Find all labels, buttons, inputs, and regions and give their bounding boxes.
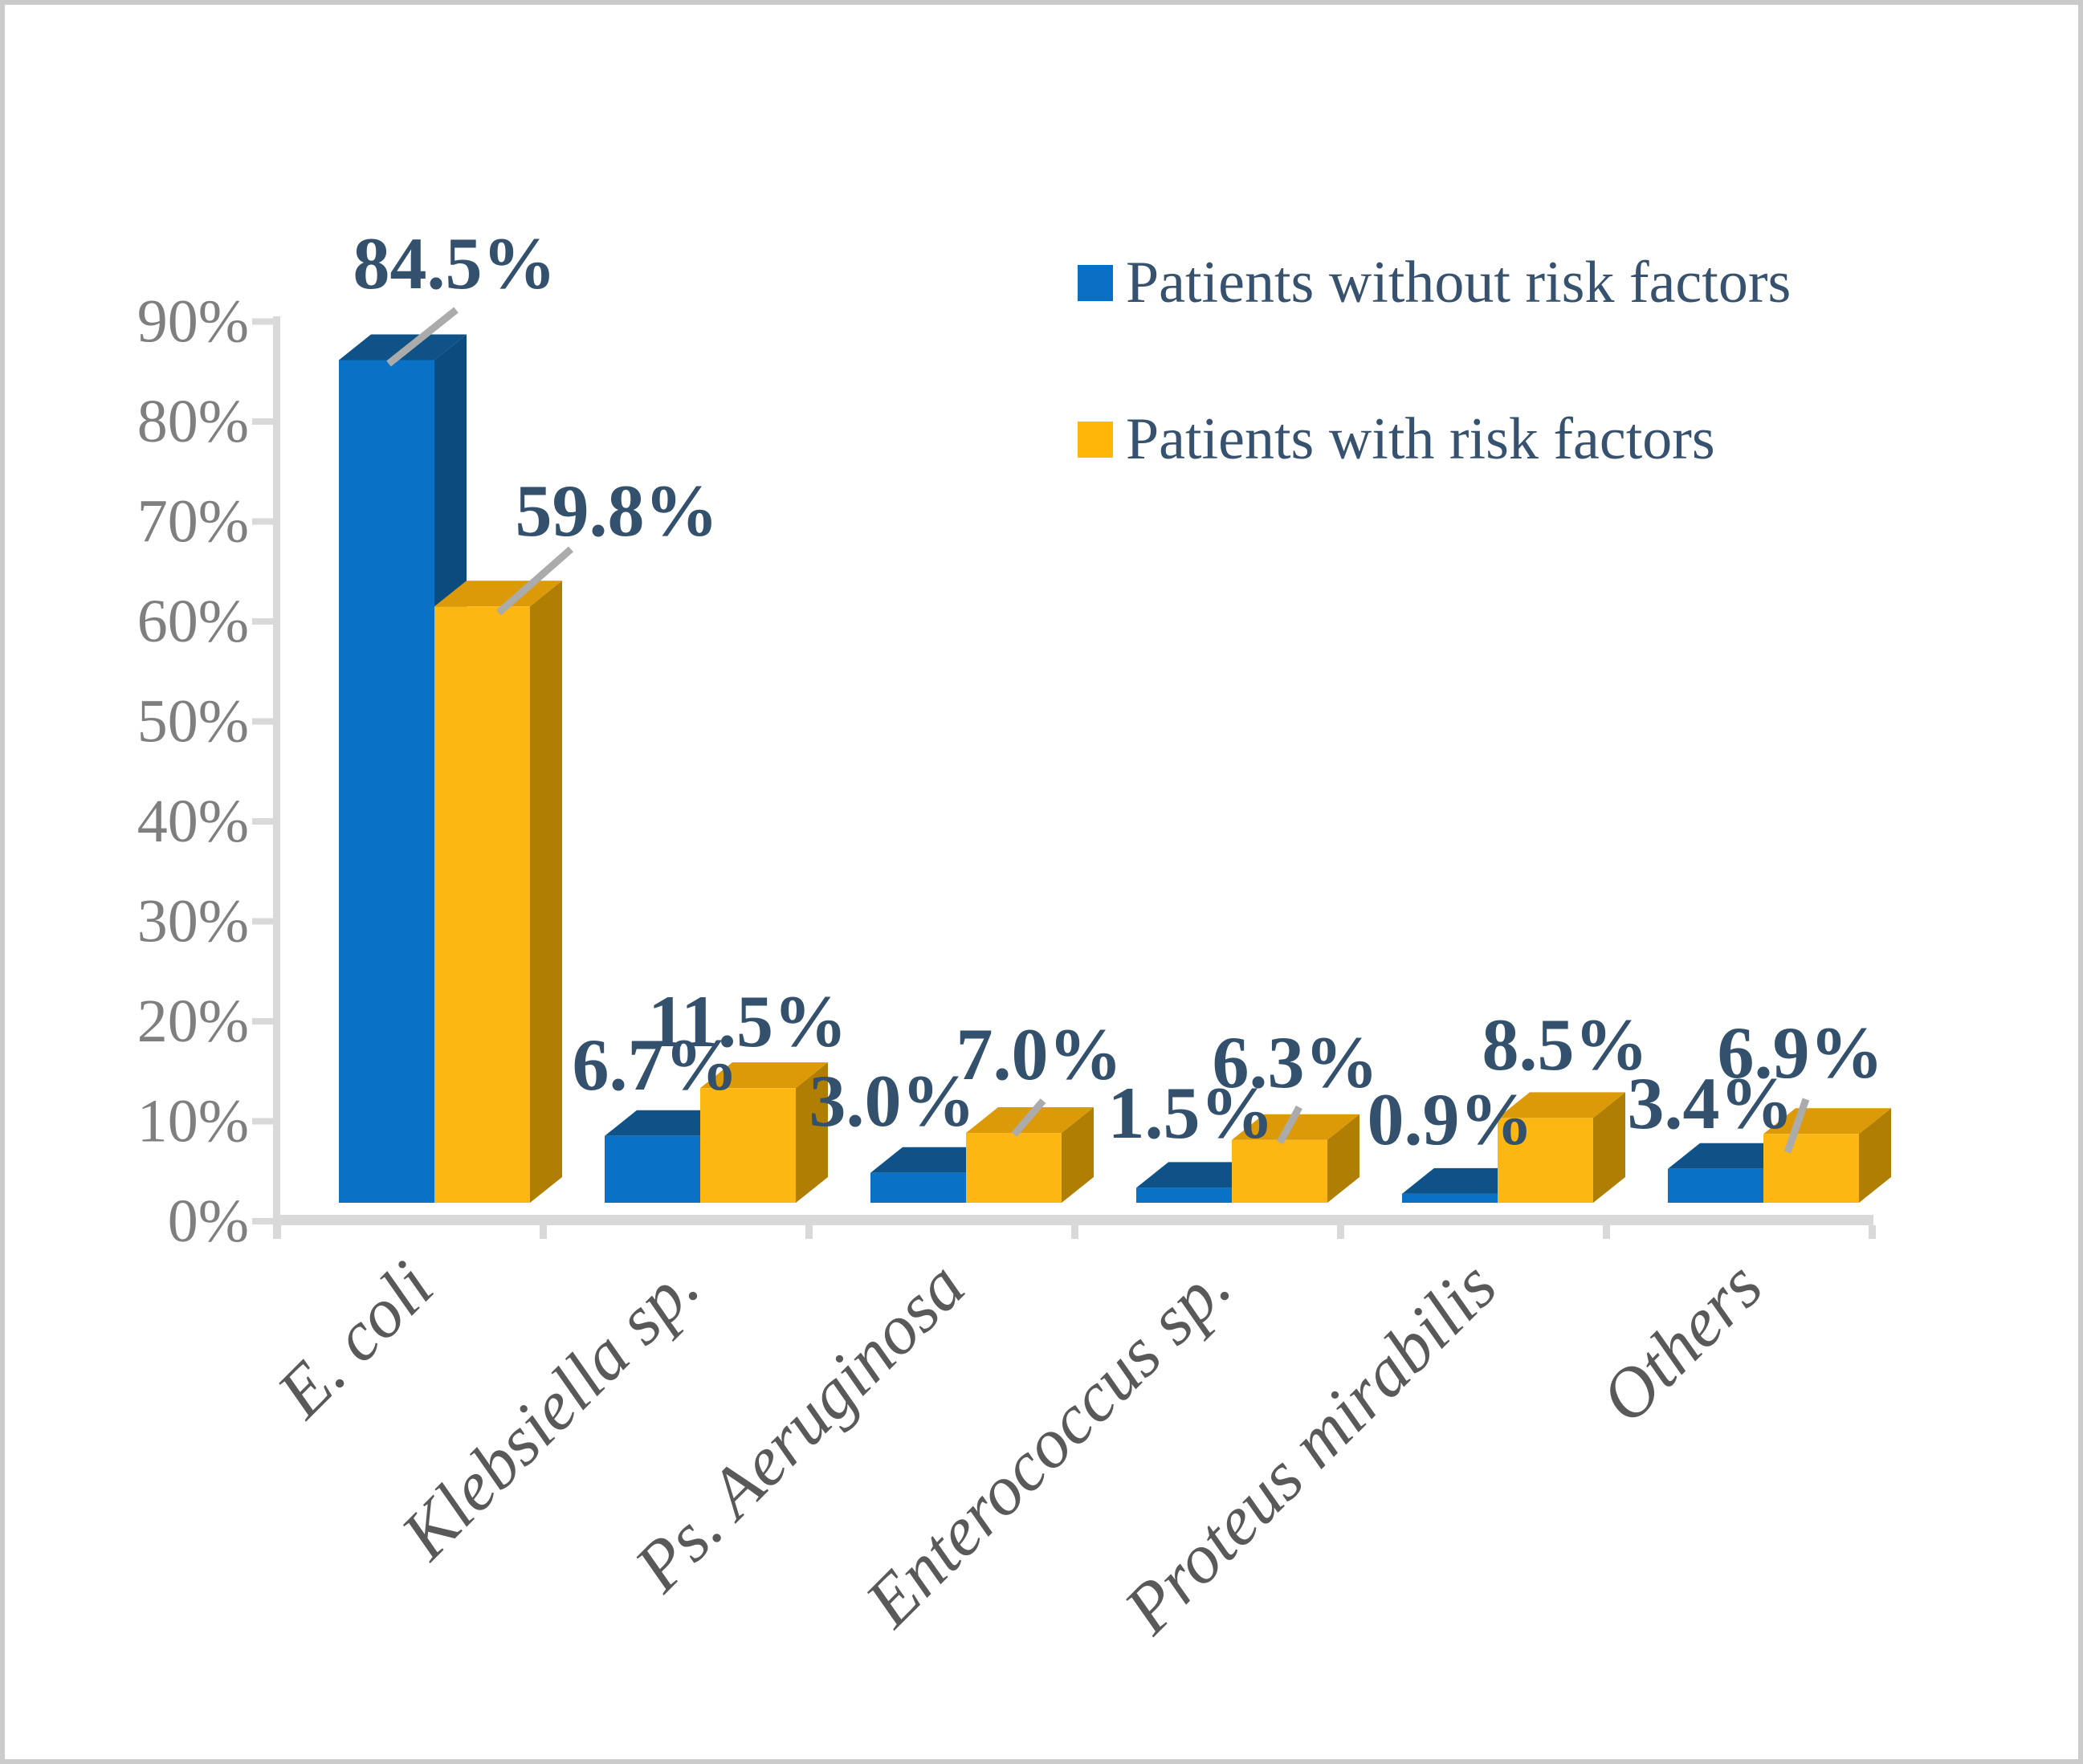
y-axis-tick <box>252 418 273 425</box>
y-axis-tick <box>252 718 273 725</box>
x-axis-category-label: Others <box>1586 1247 1777 1438</box>
bar-with-risk <box>1232 1139 1327 1203</box>
y-axis-tick <box>252 518 273 525</box>
data-label: 59.8% <box>516 470 719 552</box>
data-label-leader-line <box>1277 1105 1302 1145</box>
x-axis-tick <box>1337 1225 1344 1239</box>
y-axis-tick-label: 60% <box>137 588 249 655</box>
bar-without-risk <box>870 1172 966 1203</box>
bar-without-risk <box>339 360 434 1203</box>
legend-swatch-without-risk-factors <box>1078 264 1113 301</box>
y-axis-tick-label: 90% <box>137 288 249 356</box>
data-label-leader-line <box>386 307 459 367</box>
data-label: 84.5% <box>353 222 556 304</box>
bar-with-risk <box>434 606 530 1203</box>
data-label-leader-line <box>1011 1098 1046 1137</box>
y-axis-tick-label: 10% <box>137 1088 249 1155</box>
bar-without-risk <box>1668 1168 1763 1203</box>
bar-without-risk <box>1402 1193 1498 1203</box>
y-axis-tick <box>252 818 273 825</box>
y-axis-tick <box>252 1118 273 1125</box>
x-axis-tick <box>1869 1225 1876 1239</box>
data-label-leader-line <box>496 546 573 616</box>
x-axis-floor <box>273 1215 1873 1225</box>
data-label: 6.7% <box>573 1024 739 1106</box>
y-axis-tick <box>252 318 273 325</box>
x-axis-tick <box>805 1225 813 1239</box>
bar-top-face <box>339 334 467 361</box>
x-axis-tick <box>540 1225 547 1239</box>
legend-label-without-risk-factors: Patients without risk factors <box>1126 250 1792 316</box>
y-axis-tick-label: 70% <box>137 488 249 556</box>
y-axis-tick <box>252 1218 273 1224</box>
bar-side-face <box>1062 1107 1094 1203</box>
x-axis-tick <box>1603 1225 1610 1239</box>
data-label: 6.3% <box>1213 1021 1379 1103</box>
bar-with-risk <box>966 1133 1062 1203</box>
bar-top-face <box>700 1062 828 1089</box>
bar-side-face <box>1859 1108 1891 1203</box>
bar-chart: 0% 10% 20% 30% 40% 50% 60% 70% 80% 90% 84.5% 6.7% 3.… <box>137 222 1891 1649</box>
chart-legend: Patients without risk factors Patients w… <box>1078 246 1791 476</box>
x-axis-tick <box>274 1225 281 1239</box>
bar-side-face <box>1593 1092 1625 1203</box>
bar-with-risk <box>700 1088 796 1203</box>
bar-top-face <box>1498 1092 1625 1118</box>
legend-label-with-risk-factors: Patients with risk factors <box>1126 406 1715 472</box>
y-axis-tick-label: 80% <box>137 388 249 455</box>
y-axis-tick <box>252 618 273 625</box>
bar-with-risk <box>1763 1134 1859 1203</box>
y-axis-tick-label: 20% <box>137 988 249 1055</box>
y-axis-line <box>273 316 280 1239</box>
y-axis-tick <box>252 918 273 925</box>
bar-without-risk <box>1136 1188 1232 1203</box>
data-label: 3.0% <box>809 1060 976 1142</box>
bar-with-risk <box>1498 1118 1593 1203</box>
data-label: 11.5% <box>648 980 847 1062</box>
legend-item-with-risk-factors: Patients with risk factors <box>1078 402 1791 476</box>
x-axis-tick <box>1071 1225 1078 1239</box>
data-label: 0.9% <box>1368 1078 1534 1160</box>
data-label: 3.4% <box>1628 1062 1794 1144</box>
bar-top-face <box>1232 1114 1359 1140</box>
y-axis-tick-label: 50% <box>137 688 249 756</box>
data-label: 8.5% <box>1482 1004 1649 1086</box>
x-axis-category-label: E. coli <box>262 1247 448 1433</box>
data-label-leader-line <box>1783 1098 1810 1154</box>
y-axis-tick <box>252 1018 273 1025</box>
y-axis-tick-label: 30% <box>137 888 249 955</box>
y-axis-tick-label: 0% <box>168 1188 249 1255</box>
y-axis-tick-label: 40% <box>137 788 249 855</box>
data-label: 7.0% <box>956 1013 1123 1095</box>
bar-side-face <box>796 1062 828 1203</box>
bar-side-face <box>530 581 562 1203</box>
bar-without-risk <box>605 1135 700 1203</box>
data-label: 6.9% <box>1718 1012 1884 1094</box>
legend-item-without-risk-factors: Patients without risk factors <box>1078 246 1791 320</box>
bar-side-face <box>1327 1114 1359 1203</box>
data-label: 1.5% <box>1108 1072 1274 1154</box>
legend-swatch-with-risk-factors <box>1078 421 1113 458</box>
